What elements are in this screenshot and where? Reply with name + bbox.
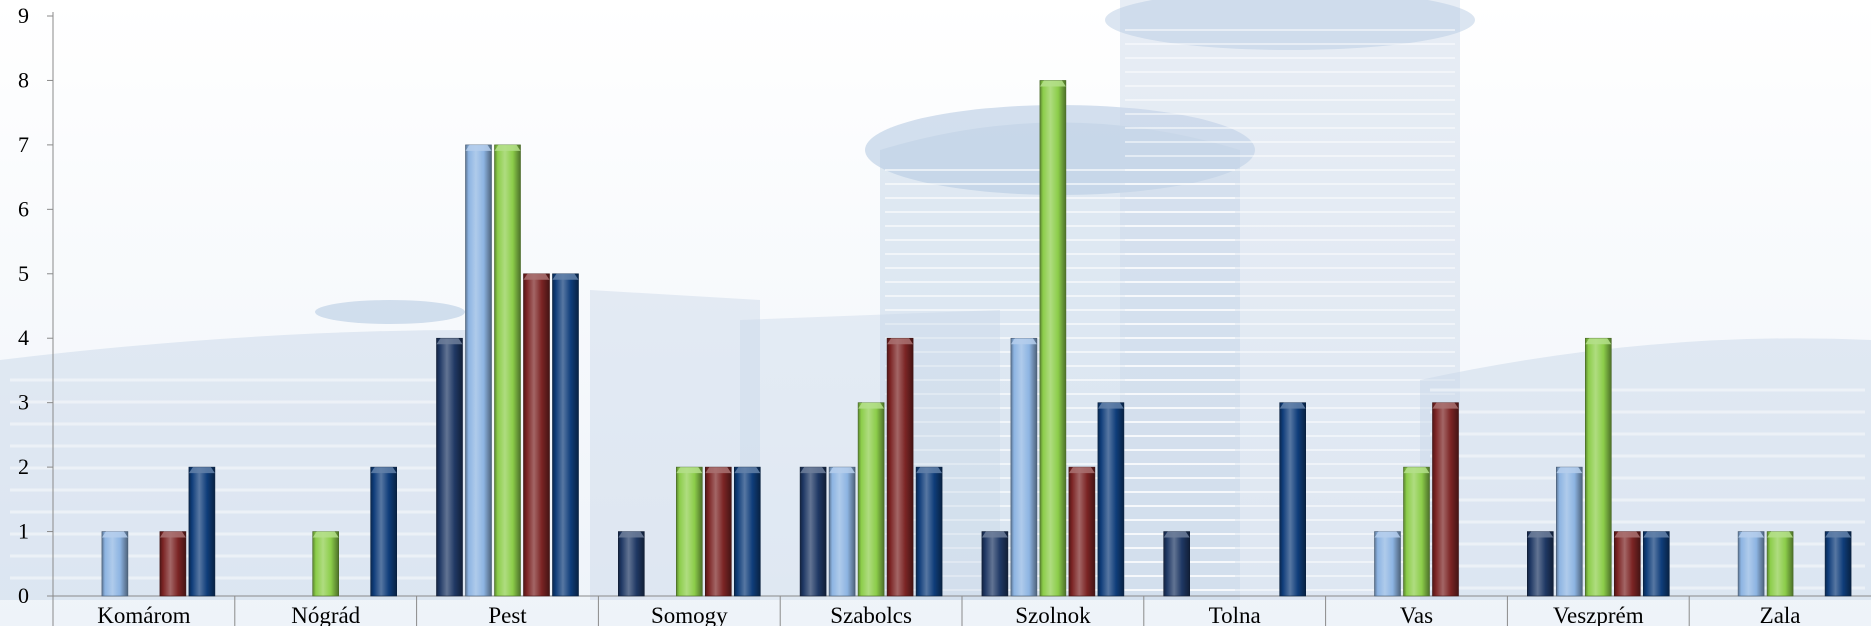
bar-pest-s3 — [494, 144, 521, 597]
bar-cap — [1614, 531, 1641, 538]
x-tick-label: Zala — [1760, 603, 1801, 626]
bar-cap — [916, 467, 943, 474]
bar-cap — [800, 467, 827, 474]
bar-cap — [1403, 467, 1430, 474]
x-tick-label: Tolna — [1209, 603, 1261, 626]
bar-komárom-s5 — [188, 466, 216, 597]
bar-cap — [370, 467, 397, 474]
bar-komárom-s4 — [159, 531, 187, 597]
bar-vas-s4 — [1432, 402, 1459, 597]
y-tick-label: 3 — [18, 390, 29, 415]
bar-cap — [1556, 467, 1583, 474]
bar-szolnok-s1 — [981, 531, 1009, 597]
bar-szabolcs-s4 — [886, 337, 914, 597]
bar-cap — [465, 144, 492, 151]
bar-zala-s3 — [1766, 531, 1794, 597]
bar-vas-s3 — [1403, 466, 1430, 597]
bar-cap — [1010, 338, 1037, 345]
bar-cap — [436, 338, 463, 345]
bar-veszprém-s3 — [1585, 337, 1612, 597]
bar-cap — [1767, 531, 1794, 538]
bar-cap — [523, 273, 550, 280]
bar-komárom-s2 — [101, 531, 129, 597]
bars — [101, 80, 1852, 597]
bar-cap — [887, 338, 914, 345]
bar-szolnok-s4 — [1068, 466, 1096, 597]
bar-cap — [829, 467, 856, 474]
bar-pest-s1 — [436, 337, 463, 597]
bar-cap — [1527, 531, 1554, 538]
x-tick-label: Nógrád — [291, 603, 360, 626]
bar-cap — [1039, 80, 1066, 87]
bar-cap — [1432, 402, 1459, 409]
y-tick-label: 2 — [18, 454, 29, 479]
bar-cap — [1097, 402, 1124, 409]
bar-cap — [1585, 338, 1612, 345]
bar-tolna-s5 — [1279, 402, 1306, 597]
bar-somogy-s4 — [704, 466, 732, 597]
bar-cap — [981, 531, 1008, 538]
bar-cap — [1068, 467, 1095, 474]
bar-cap — [1374, 531, 1401, 538]
y-tick-label: 0 — [18, 583, 29, 608]
y-tick-label: 1 — [18, 519, 29, 544]
bar-veszprém-s4 — [1614, 531, 1641, 597]
bar-cap — [494, 144, 521, 151]
bar-cap — [101, 531, 128, 538]
bar-zala-s2 — [1737, 531, 1765, 597]
bar-cap — [705, 467, 732, 474]
bar-cap — [552, 273, 579, 280]
x-tick-label: Szabolcs — [830, 603, 912, 626]
bar-somogy-s1 — [617, 531, 645, 597]
bar-szolnok-s2 — [1010, 337, 1038, 597]
bar-cap — [618, 531, 645, 538]
x-tick-label: Vas — [1400, 603, 1433, 626]
bar-zala-s5 — [1824, 531, 1852, 597]
bar-szabolcs-s3 — [857, 402, 885, 597]
bar-cap — [858, 402, 885, 409]
x-tick-label: Veszprém — [1553, 603, 1644, 626]
bar-cap — [188, 467, 215, 474]
bar-pest-s2 — [465, 144, 492, 597]
x-tick-label: Somogy — [651, 603, 728, 626]
bar-szolnok-s3 — [1039, 80, 1067, 597]
bar-vas-s2 — [1374, 531, 1401, 597]
bar-veszprém-s2 — [1556, 466, 1583, 597]
y-tick-label: 6 — [18, 196, 29, 221]
bar-cap — [1825, 531, 1852, 538]
x-tick-label: Pest — [488, 603, 527, 626]
bar-szabolcs-s1 — [799, 466, 827, 597]
bar-cap — [734, 467, 761, 474]
bar-cap — [676, 467, 703, 474]
bar-veszprém-s1 — [1527, 531, 1554, 597]
bar-nógrád-s3 — [312, 531, 340, 597]
bar-cap — [1163, 531, 1190, 538]
x-tick-label: Szolnok — [1015, 603, 1091, 626]
bar-cap — [1279, 402, 1306, 409]
bar-cap — [312, 531, 339, 538]
bar-cap — [1643, 531, 1670, 538]
bar-somogy-s5 — [733, 466, 761, 597]
bar-nógrád-s5 — [370, 466, 398, 597]
bar-pest-s5 — [552, 273, 579, 597]
bar-veszprém-s5 — [1643, 531, 1670, 597]
y-tick-label: 8 — [18, 67, 29, 92]
bar-somogy-s3 — [675, 466, 703, 597]
bar-szabolcs-s5 — [915, 466, 943, 597]
y-tick-label: 7 — [18, 132, 29, 157]
y-tick-label: 9 — [18, 3, 29, 28]
bar-szabolcs-s2 — [828, 466, 856, 597]
bar-cap — [159, 531, 186, 538]
y-tick-label: 4 — [18, 325, 29, 350]
bar-tolna-s1 — [1163, 531, 1190, 597]
y-tick-label: 5 — [18, 261, 29, 286]
bar-szolnok-s5 — [1097, 402, 1125, 597]
bar-pest-s4 — [523, 273, 550, 597]
x-tick-label: Komárom — [97, 603, 190, 626]
bar-cap — [1738, 531, 1765, 538]
